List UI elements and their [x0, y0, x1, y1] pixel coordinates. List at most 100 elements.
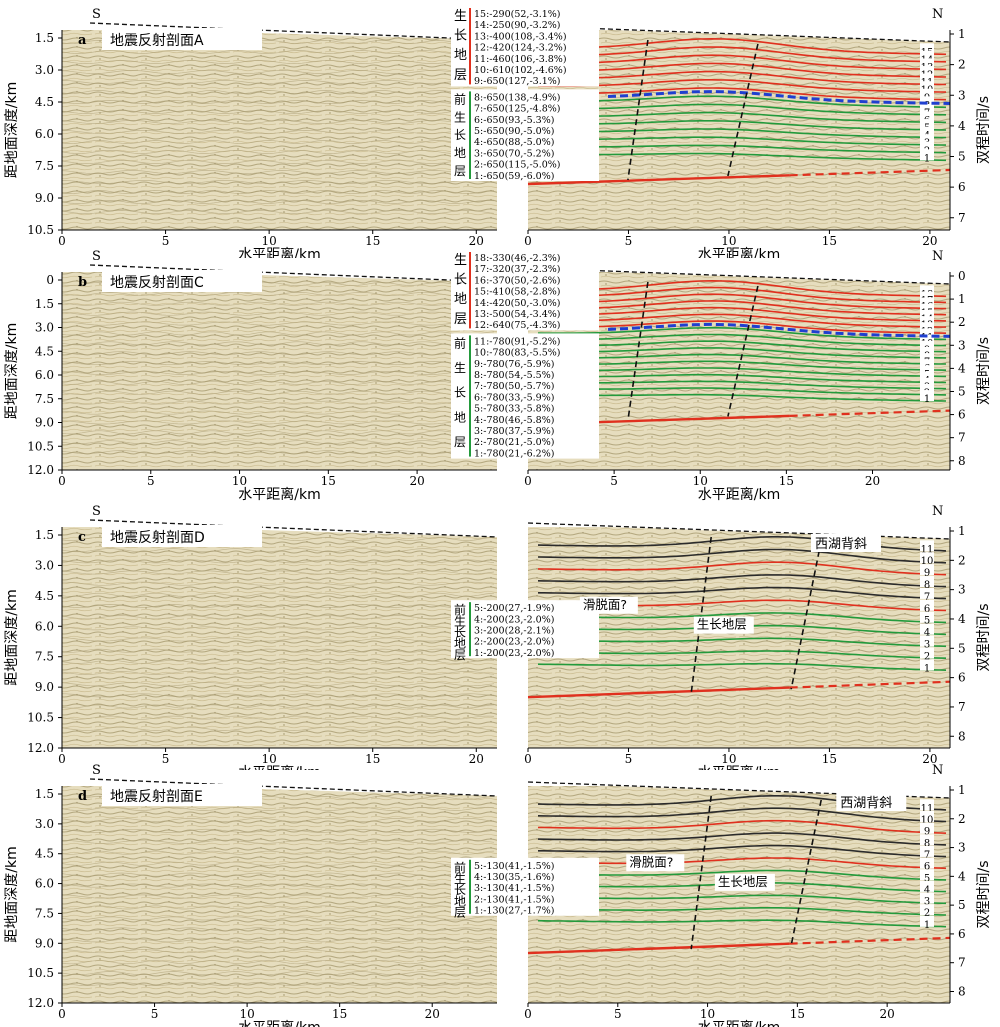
reflector-line — [61, 806, 495, 811]
reflector-line — [61, 321, 495, 326]
detachment-fault-dashed — [789, 168, 951, 177]
depth-tick-label: 3.0 — [35, 817, 54, 831]
horizon-line — [537, 380, 947, 390]
depth-tick-label: 4.5 — [35, 95, 54, 109]
reflector-line — [61, 949, 495, 954]
growth-legend-box — [451, 250, 599, 331]
x-tick-label: 0 — [524, 474, 532, 488]
x-tick-label: 20 — [880, 1007, 895, 1021]
reflector-line — [61, 410, 495, 415]
pre-legend-label-char: 地 — [454, 637, 466, 651]
horizon-line — [537, 832, 947, 846]
horizon-line — [537, 561, 947, 576]
horizon-line — [537, 95, 947, 109]
horizon-number-box — [920, 599, 934, 611]
horizon-line — [537, 807, 947, 823]
x-tick-label: 10 — [721, 752, 736, 766]
x-tick-label: 5 — [625, 752, 633, 766]
growth-legend-box — [451, 6, 599, 87]
x-tick-label: 20 — [865, 474, 880, 488]
axial-surface-line — [690, 795, 712, 950]
axial-surface-line — [727, 43, 759, 177]
x-tick-label: 20 — [922, 234, 937, 248]
horizon-line — [538, 367, 947, 378]
twt-tick-label: 3 — [958, 841, 966, 855]
x-tick-label: 0 — [524, 752, 532, 766]
horizon-number: 11 — [921, 544, 934, 555]
horizon-number-box — [920, 659, 934, 671]
horizon-number-box — [920, 552, 934, 564]
twt-tick-label: 5 — [958, 641, 966, 655]
x-tick-label: 20 — [425, 1007, 440, 1021]
horizon-line — [538, 54, 947, 71]
x-tick-label: 20 — [469, 752, 484, 766]
reflector-line — [61, 839, 495, 844]
depth-tick-label: 4.5 — [35, 344, 54, 358]
twt-tick-label: 8 — [958, 454, 966, 468]
x-tick-label: 10 — [721, 234, 736, 248]
growth-legend-item: 18:-330(46,-2.3%) — [474, 253, 561, 264]
detachment-label-box — [626, 854, 685, 872]
horizon-number-box — [920, 73, 934, 85]
horizon-number: 1 — [924, 394, 930, 405]
anticline-label-box — [810, 534, 881, 552]
horizon-line — [538, 320, 947, 334]
horizon-line — [537, 37, 947, 56]
horizon-line — [538, 586, 947, 600]
twt-tick-label: 1 — [958, 524, 966, 538]
pre-legend-label-char: 前 — [454, 602, 466, 617]
horizon-line — [537, 279, 947, 298]
reflector-line — [61, 905, 495, 910]
reflector-line — [61, 715, 495, 720]
surface-line — [89, 778, 498, 797]
horizon-number-box — [920, 43, 934, 55]
surface-mask — [62, 513, 497, 537]
detachment-fault — [527, 174, 790, 186]
pre-legend-label-char: 前 — [454, 91, 466, 106]
reflector-line — [61, 581, 495, 586]
depth-axis-title: 距地面深度/km — [4, 323, 20, 419]
twt-tick-label: 1 — [958, 292, 966, 306]
growth-legend-item: 16:-370(50,-2.6%) — [474, 275, 561, 286]
horizon-number-box — [920, 134, 934, 146]
reflector-line — [61, 190, 495, 194]
horizon-number-box — [920, 371, 934, 383]
depth-axis-title: 距地面深度/km — [4, 82, 20, 178]
detachment-fault-dashed — [789, 680, 951, 689]
pre-legend-label-char: 地 — [454, 410, 466, 424]
surface-line-right — [527, 267, 951, 285]
reflector-line — [61, 704, 495, 709]
horizon-number-box — [920, 50, 934, 62]
pre-legend-label-char: 层 — [454, 906, 466, 920]
depth-tick-label: 12.0 — [27, 463, 54, 477]
growth-legend-item: 13:-400(108,-3.4%) — [474, 31, 567, 42]
pre-legend-item: 4:-780(46,-5.8%) — [474, 415, 554, 426]
depth-tick-label: 7.5 — [35, 906, 54, 920]
north-label: N — [932, 763, 943, 778]
horizon-number-box — [920, 564, 934, 576]
x-tick-label: 15 — [822, 234, 837, 248]
horizon-number-box — [920, 359, 934, 371]
growth-strata-label: 生长地层 — [718, 874, 768, 889]
reflector-line — [61, 850, 495, 855]
growth-legend-label-char: 长 — [454, 29, 467, 44]
horizon-line — [537, 152, 947, 162]
reflector-line — [61, 331, 495, 336]
anticline-label: 西湖背斜 — [840, 796, 892, 811]
depth-tick-label: 1.5 — [35, 31, 54, 45]
horizon-line — [538, 293, 947, 310]
horizon-number-box — [920, 119, 934, 131]
horizon-number-box — [920, 635, 934, 647]
horizon-number-box — [920, 103, 934, 115]
panel-letter: d — [78, 789, 87, 804]
depth-tick-label: 1.5 — [35, 528, 54, 542]
depth-tick-label: 6.0 — [35, 127, 54, 141]
depth-tick-label: 3.0 — [35, 558, 54, 572]
unconformity-line — [607, 322, 951, 338]
horizon-number: 6 — [924, 604, 930, 615]
twt-tick-label: 1 — [958, 27, 966, 41]
x-tick-label: 10 — [239, 1007, 254, 1021]
reflector-line — [61, 916, 495, 921]
depth-tick-label: 4.5 — [35, 589, 54, 603]
